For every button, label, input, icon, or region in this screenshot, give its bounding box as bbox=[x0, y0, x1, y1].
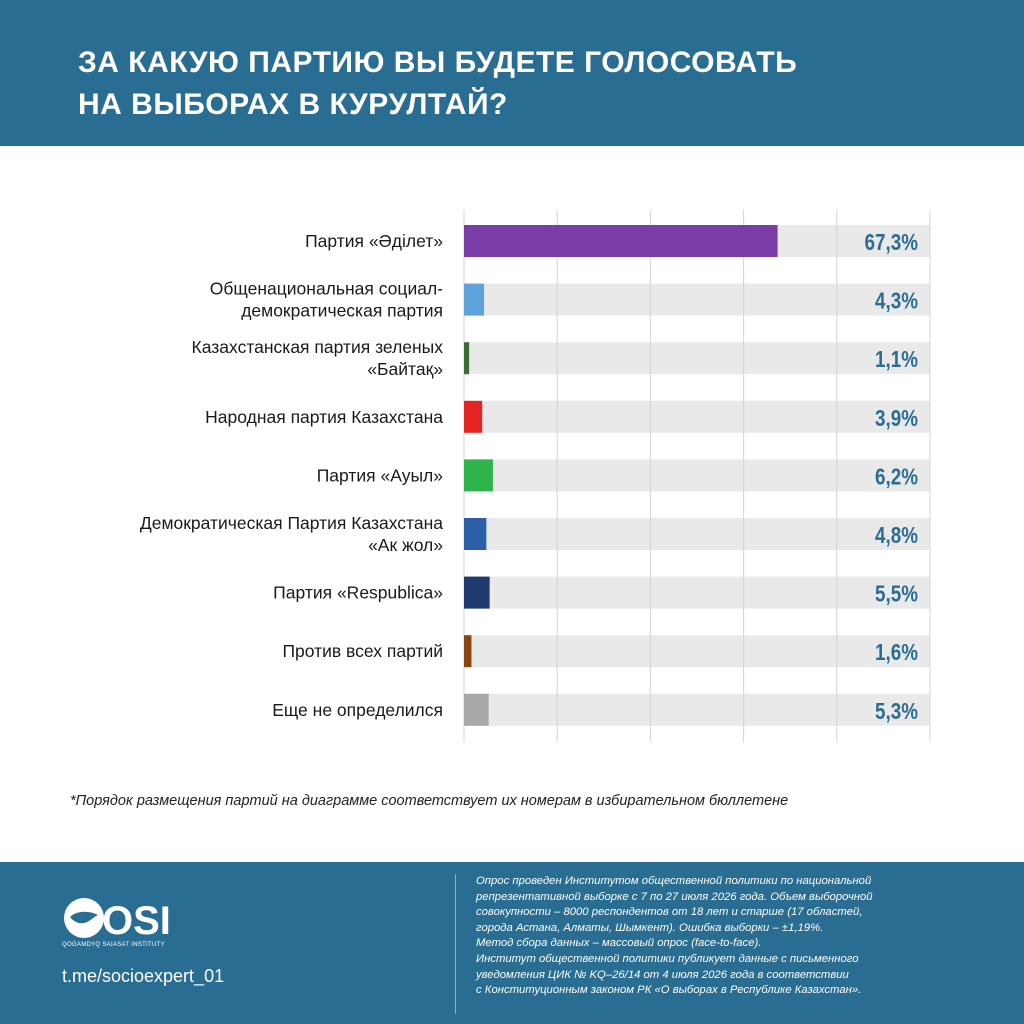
bar-track bbox=[464, 400, 930, 433]
bar-track bbox=[464, 518, 930, 550]
osi-logo: OSI bbox=[64, 898, 171, 943]
bar bbox=[464, 283, 485, 316]
bar bbox=[464, 518, 487, 550]
value-label: 4,3% bbox=[875, 289, 918, 314]
category-label: «Ак жол» bbox=[368, 535, 443, 555]
survey-info-line: с Конституционным законом РК «О выборах … bbox=[476, 984, 862, 997]
category-label: Казахстанская партия зеленых bbox=[192, 337, 444, 357]
bar-track bbox=[464, 283, 930, 316]
bar bbox=[464, 635, 472, 668]
survey-info-line: Институт общественной политики публикует… bbox=[476, 952, 859, 965]
survey-info-line: совокупности – 8000 респондентов от 18 л… bbox=[476, 906, 863, 919]
bar-track bbox=[464, 342, 930, 375]
telegram-link[interactable]: t.me/socioexpert_01 bbox=[62, 966, 225, 986]
survey-info-line: уведомления ЦИК № KQ–26/14 от 4 июля 202… bbox=[476, 968, 849, 981]
category-label: Общенациональная социал- bbox=[210, 279, 443, 299]
value-label: 4,8% bbox=[875, 523, 918, 548]
page-title: ЗА КАКУЮ ПАРТИЮ ВЫ БУДЕТЕ ГОЛОСОВАТЬ НА … bbox=[78, 42, 978, 126]
logo-subtitle: QOǴAMDYQ SAIASAT INSTITUTY bbox=[62, 942, 165, 948]
bar-track bbox=[464, 576, 930, 609]
survey-info-line: репрезентативной выборке с 7 по 27 июля … bbox=[476, 890, 873, 903]
bar-track bbox=[464, 693, 930, 726]
bar-track bbox=[464, 635, 930, 668]
category-label: Еще не определился bbox=[272, 700, 443, 720]
value-label: 5,3% bbox=[875, 699, 918, 724]
value-label: 1,1% bbox=[875, 348, 918, 373]
logo-map-icon bbox=[70, 911, 98, 924]
footer-banner: OSI QOǴAMDYQ SAIASAT INSTITUTY t.me/soci… bbox=[0, 862, 1024, 1024]
footnote: *Порядок размещения партий на диаграмме … bbox=[70, 793, 789, 809]
category-label: демократическая партия bbox=[241, 301, 443, 321]
category-label: Партия «Әділет» bbox=[305, 231, 443, 251]
title-line-2: НА ВЫБОРАХ В КУРУЛТАЙ? bbox=[78, 88, 508, 121]
category-label: Народная партия Казахстана bbox=[205, 407, 443, 427]
logo-text: OSI bbox=[102, 899, 171, 943]
value-label: 5,5% bbox=[875, 582, 918, 607]
category-label: Демократическая Партия Казахстана bbox=[140, 513, 443, 533]
survey-info-line: города Астана, Алматы, Шымкент). Ошибка … bbox=[476, 921, 824, 934]
value-label: 67,3% bbox=[865, 230, 919, 255]
header-banner: ЗА КАКУЮ ПАРТИЮ ВЫ БУДЕТЕ ГОЛОСОВАТЬ НА … bbox=[0, 0, 1024, 146]
category-label: Против всех партий bbox=[282, 641, 443, 661]
bar-chart-svg: 67,3% Партия «Әділет» 4,3% Общенациональная… bbox=[140, 210, 931, 742]
survey-info-line: Метод сбора данных – массовый опрос (fac… bbox=[476, 937, 762, 950]
value-label: 6,2% bbox=[875, 465, 918, 490]
footer-divider bbox=[455, 874, 456, 1014]
category-label: Партия «Ауыл» bbox=[317, 465, 444, 485]
category-label: Партия «Respublica» bbox=[273, 583, 443, 603]
value-label: 3,9% bbox=[875, 406, 918, 431]
bar-track bbox=[464, 459, 930, 492]
bar bbox=[464, 400, 483, 433]
survey-info: Опрос проведен Институтом общественной п… bbox=[476, 874, 996, 999]
bar bbox=[464, 225, 778, 257]
bar bbox=[464, 693, 489, 726]
bar bbox=[464, 459, 493, 492]
survey-info-line: Опрос проведен Институтом общественной п… bbox=[476, 875, 872, 887]
bar bbox=[464, 576, 490, 609]
value-label: 1,6% bbox=[875, 641, 918, 666]
category-label: «Байтақ» bbox=[367, 359, 443, 379]
bar bbox=[464, 342, 470, 375]
bar-chart: 67,3% Партия «Әділет» 4,3% Общенациональная… bbox=[0, 146, 1024, 786]
title-line-1: ЗА КАКУЮ ПАРТИЮ ВЫ БУДЕТЕ ГОЛОСОВАТЬ bbox=[78, 46, 798, 79]
